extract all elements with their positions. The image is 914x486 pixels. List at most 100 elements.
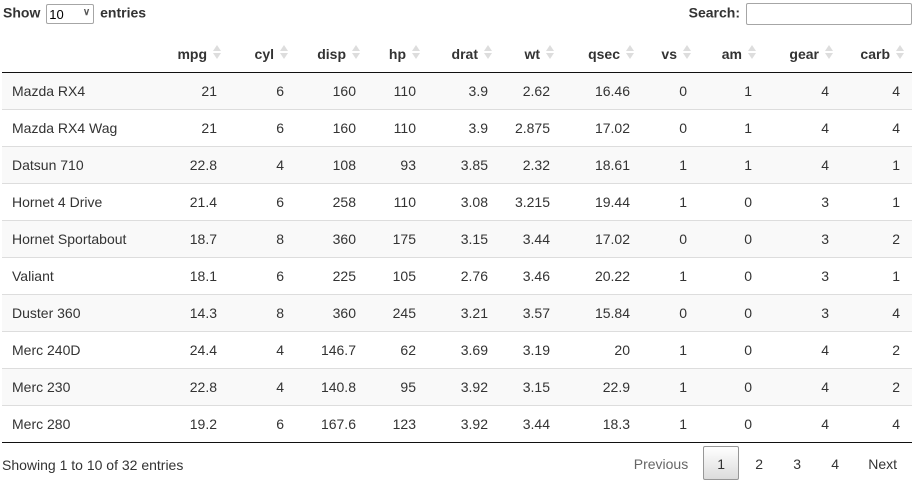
cell-qsec: 18.3 [562,405,642,443]
sort-descending-icon [683,53,691,59]
cell-mpg: 21.4 [147,183,229,221]
column-header-disp[interactable]: disp [296,36,368,73]
cell-cyl: 4 [229,368,296,406]
cell-am: 0 [699,368,764,406]
cell-vs: 1 [642,146,699,184]
cell-drat: 3.69 [428,331,500,369]
column-header-am[interactable]: am [699,36,764,73]
sort-icon[interactable] [825,45,833,61]
cell-drat: 3.15 [428,220,500,258]
column-header-gear[interactable]: gear [764,36,841,73]
entries-select[interactable]: 10 [46,4,95,24]
cell-carb: 4 [841,72,912,110]
sort-icon[interactable] [546,45,554,61]
cell-qsec: 17.02 [562,220,642,258]
table-row: Merc 230 22.8 4 140.8 95 3.92 3.15 22.9 1 0 4 2 [2,368,912,406]
column-header-wt[interactable]: wt [500,36,562,73]
cell-drat: 3.92 [428,405,500,443]
cell-am: 0 [699,331,764,369]
sort-icon[interactable] [683,45,691,61]
cell-qsec: 17.02 [562,109,642,147]
sort-icon[interactable] [748,45,756,61]
cell-disp: 140.8 [296,368,368,406]
row-name-cell: Merc 230 [2,368,147,406]
table-body: Mazda RX4 21 6 160 110 3.9 2.62 16.46 0 1 4 4 Mazda … [2,72,912,443]
column-header-cyl[interactable]: cyl [229,36,296,73]
sort-descending-icon [546,53,554,59]
sort-ascending-icon [683,45,691,51]
cell-hp: 123 [368,405,428,443]
entries-select-wrap[interactable]: 10 ∨ [44,4,96,24]
column-header-hp[interactable]: hp [368,36,428,73]
cell-disp: 146.7 [296,331,368,369]
cell-gear: 3 [764,183,841,221]
cell-wt: 3.19 [500,331,562,369]
next-button[interactable]: Next [868,456,897,472]
sort-icon[interactable] [626,45,634,61]
column-header-label: am [721,46,742,62]
sort-icon[interactable] [213,45,221,61]
table-header-row: mpg cyl disp hp drat wt qsec vs am gear carb [2,36,912,73]
sort-descending-icon [213,53,221,59]
pagination: Previous 1 2 3 4 Next [619,446,912,482]
sort-icon[interactable] [412,45,420,61]
column-header-vs[interactable]: vs [642,36,699,73]
column-header-label: mpg [177,46,207,62]
cell-gear: 3 [764,220,841,258]
sort-icon[interactable] [896,45,904,61]
sort-icon[interactable] [280,45,288,61]
sort-ascending-icon [280,45,288,51]
search-input[interactable] [746,3,912,25]
cell-gear: 4 [764,331,841,369]
cell-cyl: 6 [229,72,296,110]
cell-wt: 3.57 [500,294,562,332]
sort-descending-icon [748,53,756,59]
table-row: Hornet 4 Drive 21.4 6 258 110 3.08 3.215 19.44 1… [2,183,912,221]
cell-drat: 3.9 [428,72,500,110]
cell-vs: 0 [642,294,699,332]
column-header-label: disp [317,46,346,62]
cell-mpg: 19.2 [147,405,229,443]
sort-ascending-icon [825,45,833,51]
sort-ascending-icon [213,45,221,51]
cell-vs: 0 [642,72,699,110]
column-header-label: drat [451,46,478,62]
cell-vs: 1 [642,405,699,443]
cell-carb: 2 [841,220,912,258]
cell-gear: 4 [764,72,841,110]
cell-vs: 0 [642,109,699,147]
sort-descending-icon [280,53,288,59]
cell-drat: 3.85 [428,146,500,184]
column-header-carb[interactable]: carb [841,36,912,73]
cell-mpg: 22.8 [147,146,229,184]
column-header-drat[interactable]: drat [428,36,500,73]
cell-carb: 2 [841,331,912,369]
cell-vs: 1 [642,331,699,369]
row-name-cell: Mazda RX4 Wag [2,109,147,147]
sort-icon[interactable] [484,45,492,61]
cell-cyl: 6 [229,109,296,147]
cell-disp: 160 [296,109,368,147]
column-header-rowname[interactable] [2,36,147,73]
search-label: Search: [688,4,740,21]
cell-hp: 245 [368,294,428,332]
column-header-label: gear [789,46,819,62]
cell-vs: 1 [642,368,699,406]
sort-descending-icon [412,53,420,59]
page-button-3[interactable]: 3 [793,456,802,472]
column-header-label: vs [661,46,677,62]
previous-button[interactable]: Previous [633,456,689,472]
table-row: Merc 240D 24.4 4 146.7 62 3.69 3.19 20 1 0 4 2 [2,331,912,369]
cell-mpg: 21 [147,72,229,110]
cell-carb: 4 [841,405,912,443]
cell-mpg: 24.4 [147,331,229,369]
sort-icon[interactable] [352,45,360,61]
page-button-1[interactable]: 1 [703,446,740,480]
page-button-4[interactable]: 4 [831,456,840,472]
column-header-mpg[interactable]: mpg [147,36,229,73]
cell-cyl: 8 [229,220,296,258]
cell-vs: 0 [642,220,699,258]
page-button-2[interactable]: 2 [755,456,764,472]
column-header-qsec[interactable]: qsec [562,36,642,73]
cell-disp: 360 [296,294,368,332]
